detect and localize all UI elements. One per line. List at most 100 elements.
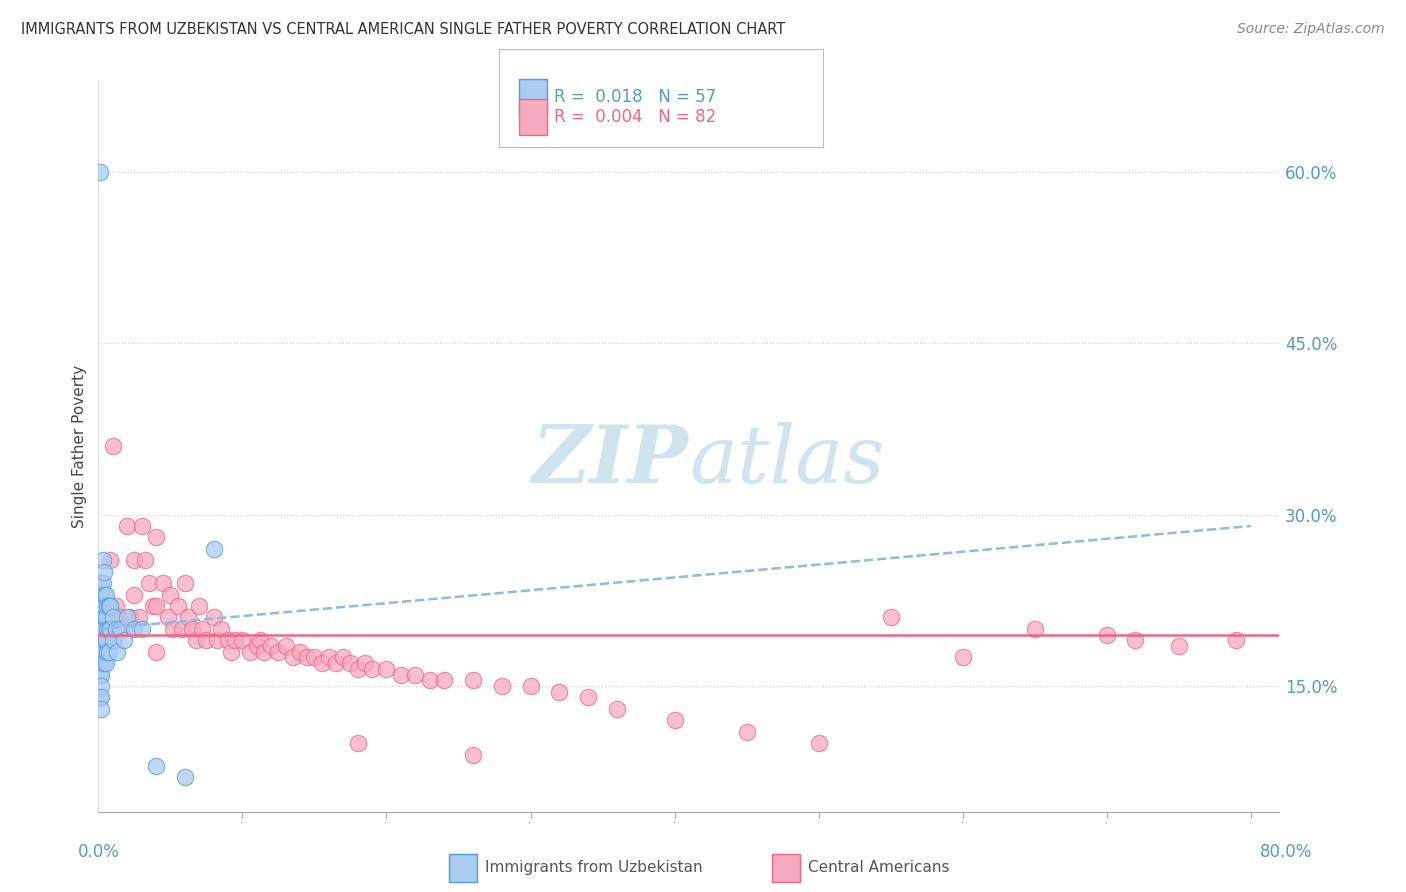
Point: [90, 645, 112, 659]
Point: [311, 656, 333, 670]
Point: [94, 656, 117, 670]
Point: [138, 576, 160, 591]
Point: [361, 662, 384, 676]
Point: [375, 662, 398, 676]
Point: [90, 576, 112, 591]
Point: [548, 684, 571, 698]
Point: [664, 714, 686, 728]
Point: [1125, 633, 1147, 648]
Point: [253, 645, 276, 659]
Point: [115, 610, 138, 624]
Point: [879, 610, 901, 624]
Point: [131, 519, 153, 533]
Point: [1024, 622, 1046, 636]
Point: [108, 622, 131, 636]
Point: [159, 588, 181, 602]
Point: [186, 633, 208, 648]
Point: [173, 771, 195, 785]
Point: [89, 656, 111, 670]
Point: [93, 633, 115, 648]
Point: [101, 439, 124, 453]
Point: [297, 650, 319, 665]
Text: Immigrants from Uzbekistan: Immigrants from Uzbekistan: [485, 861, 703, 875]
Point: [346, 736, 368, 750]
Point: [389, 667, 412, 681]
Point: [145, 599, 167, 613]
Point: [195, 633, 218, 648]
Point: [90, 667, 112, 681]
Point: [90, 633, 112, 648]
Point: [419, 673, 441, 688]
Point: [519, 679, 541, 693]
Point: [735, 724, 758, 739]
Point: [209, 622, 232, 636]
Point: [89, 588, 111, 602]
Point: [304, 650, 326, 665]
Point: [162, 622, 184, 636]
Point: [202, 541, 225, 556]
Point: [97, 622, 120, 636]
Point: [1095, 627, 1118, 641]
Point: [145, 645, 167, 659]
Point: [606, 702, 628, 716]
Point: [90, 622, 112, 636]
Point: [96, 622, 118, 636]
Point: [89, 633, 111, 648]
Point: [124, 588, 146, 602]
Point: [318, 650, 340, 665]
Point: [89, 164, 111, 178]
Text: R =  0.018   N = 57: R = 0.018 N = 57: [554, 88, 716, 106]
Point: [274, 639, 297, 653]
Point: [166, 599, 188, 613]
Text: 80.0%: 80.0%: [1260, 843, 1313, 861]
Point: [94, 610, 117, 624]
Point: [145, 759, 167, 773]
Point: [461, 747, 484, 762]
Point: [91, 576, 114, 591]
Point: [188, 599, 211, 613]
Point: [134, 553, 156, 567]
Point: [170, 622, 193, 636]
Point: [202, 610, 225, 624]
Text: IMMIGRANTS FROM UZBEKISTAN VS CENTRAL AMERICAN SINGLE FATHER POVERTY CORRELATION: IMMIGRANTS FROM UZBEKISTAN VS CENTRAL AM…: [21, 22, 786, 37]
Point: [131, 622, 153, 636]
Point: [90, 656, 112, 670]
Point: [115, 519, 138, 533]
Point: [1167, 639, 1189, 653]
Point: [89, 610, 111, 624]
Point: [239, 645, 262, 659]
Point: [97, 645, 120, 659]
Point: [128, 610, 150, 624]
Point: [807, 736, 830, 750]
Point: [89, 690, 111, 705]
Point: [205, 633, 228, 648]
Point: [404, 667, 426, 681]
Point: [93, 565, 115, 579]
Point: [90, 679, 112, 693]
Point: [89, 667, 111, 681]
Point: [246, 639, 269, 653]
Point: [120, 610, 142, 624]
Point: [325, 656, 347, 670]
Point: [104, 599, 127, 613]
Text: ZIP: ZIP: [531, 422, 689, 500]
Point: [90, 599, 112, 613]
Point: [93, 656, 115, 670]
Point: [288, 645, 311, 659]
Point: [91, 645, 114, 659]
Point: [354, 656, 377, 670]
Point: [101, 633, 124, 648]
Point: [217, 633, 239, 648]
Point: [346, 662, 368, 676]
Point: [108, 622, 131, 636]
Y-axis label: Single Father Poverty: Single Father Poverty: [72, 365, 87, 527]
Point: [93, 588, 115, 602]
Point: [104, 622, 127, 636]
Point: [105, 645, 128, 659]
Point: [124, 622, 146, 636]
Point: [101, 610, 124, 624]
Point: [281, 650, 304, 665]
Point: [91, 599, 114, 613]
Point: [142, 599, 165, 613]
Point: [952, 650, 974, 665]
